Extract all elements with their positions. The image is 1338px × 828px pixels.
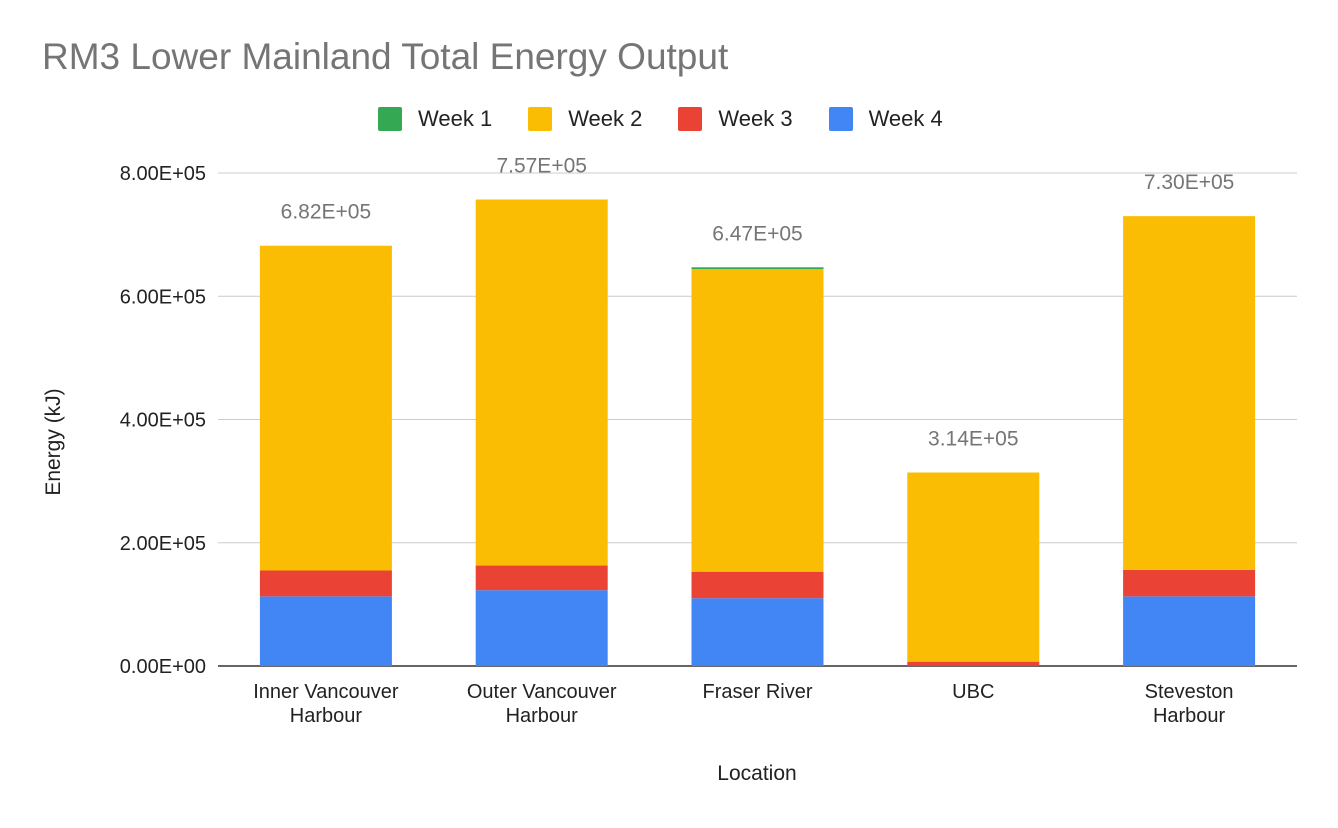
bar-segment-week-3 (691, 571, 824, 599)
x-tick-label: Outer Vancouver (467, 681, 617, 703)
legend-swatch-week-1 (378, 107, 402, 131)
chart-title: RM3 Lower Mainland Total Energy Output (42, 36, 729, 77)
legend-label-week-4: Week 4 (868, 106, 943, 131)
bar-total-label: 3.14E+05 (928, 427, 1019, 450)
x-tick-label: Harbour (1153, 705, 1226, 727)
legend-item-week-2: Week 2 (528, 106, 642, 132)
legend-label-week-2: Week 2 (568, 106, 643, 131)
bar-total-label: 7.30E+05 (1144, 171, 1235, 194)
bar-segment-week-1 (691, 267, 824, 270)
bar-segment-week-2 (907, 472, 1040, 662)
bar-segment-week-2 (259, 245, 392, 571)
y-tick-label: 8.00E+05 (120, 163, 206, 185)
chart-legend: Week 1 Week 2 Week 3 Week 4 (378, 106, 979, 132)
bar-segment-week-3 (259, 570, 392, 597)
x-tick-label: Harbour (506, 705, 579, 727)
legend-swatch-week-3 (678, 107, 703, 131)
legend-swatch-week-2 (528, 107, 553, 131)
legend-label-week-3: Week 3 (718, 106, 793, 131)
x-tick-label: UBC (952, 681, 994, 703)
bar-segment-week-4 (475, 590, 608, 666)
legend-swatch-week-4 (828, 107, 853, 131)
bar-segment-week-3 (907, 661, 1040, 666)
bar-segment-week-4 (1123, 596, 1256, 666)
y-tick-label: 0.00E+00 (120, 656, 206, 678)
y-tick-label: 4.00E+05 (120, 410, 206, 432)
bar-total-label: 6.82E+05 (281, 201, 372, 224)
x-tick-label: Inner Vancouver (253, 681, 399, 703)
x-tick-label: Fraser River (702, 681, 812, 703)
bar-segment-week-2 (475, 199, 608, 566)
x-axis-label: Location (717, 762, 797, 785)
bar-segment-week-3 (1123, 569, 1256, 597)
y-tick-label: 2.00E+05 (120, 533, 206, 555)
bar-total-label: 6.47E+05 (712, 222, 803, 245)
x-tick-label: Harbour (290, 705, 363, 727)
legend-item-week-3: Week 3 (678, 106, 793, 132)
bar-segment-week-3 (475, 565, 608, 591)
legend-item-week-1: Week 1 (378, 106, 492, 132)
y-tick-label: 6.00E+05 (120, 286, 206, 308)
bar-segment-week-2 (1123, 216, 1256, 570)
bar-segment-week-4 (259, 596, 392, 666)
bar-segment-week-2 (691, 269, 824, 572)
bar-total-label: 7.57E+05 (496, 154, 587, 177)
legend-item-week-4: Week 4 (828, 106, 943, 132)
legend-label-week-1: Week 1 (418, 106, 493, 131)
bar-segment-week-4 (691, 598, 824, 666)
x-tick-label: Steveston (1145, 681, 1234, 703)
